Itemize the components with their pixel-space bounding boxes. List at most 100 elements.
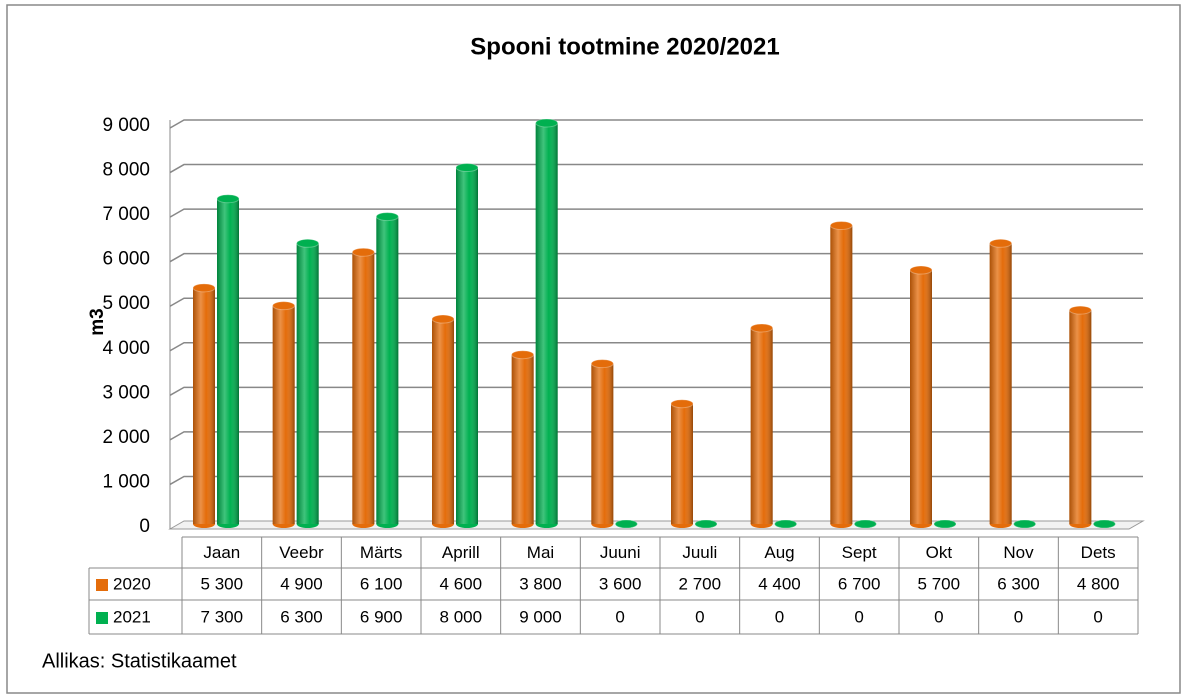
bar-top [1068,305,1092,315]
y-tick-label: 5 000 [102,293,150,314]
bar-top [590,359,614,369]
bar-shade [535,123,558,524]
bar-top [511,350,535,360]
bar-shade [456,167,478,525]
legend-label: 2021 [113,607,151,626]
bar-shade [272,305,295,524]
y-tick-label: 2 000 [102,427,150,448]
grid-line [169,163,1143,174]
table-value: 0 [615,607,624,626]
bar-top [853,519,877,529]
bar-top [670,399,694,409]
x-tick-label: Juuni [600,543,641,562]
grid-line [169,342,1143,352]
bar-shade [432,319,454,524]
bar-shade [830,225,853,524]
bar-top [375,212,399,222]
table-value: 6 900 [360,607,403,626]
bar-top [750,323,774,333]
table-value: 0 [695,607,704,626]
x-tick-label: Aug [764,543,794,562]
floor [168,520,1145,530]
y-tick-label: 8 000 [102,160,150,181]
bar-top [535,118,559,128]
bar-top [296,238,320,248]
bar-shade [376,216,399,525]
grid-line [169,252,1143,263]
table-value: 0 [775,607,784,626]
bar-shade [750,327,773,524]
table-value: 4 800 [1077,574,1120,593]
x-tick-label: Juuli [682,543,717,562]
bar-top [989,238,1013,248]
bar-top [909,265,933,275]
legend-key [96,612,108,624]
x-tick-label: Jaan [203,543,240,562]
bar-shade [989,243,1012,525]
x-tick-label: Dets [1081,543,1116,562]
bar-top [829,220,853,230]
table-value: 4 600 [440,574,483,593]
bar-shade [1069,310,1092,524]
table-value: 5 700 [918,574,961,593]
table-value: 3 600 [599,574,642,593]
table-value: 8 000 [440,607,483,626]
grid-line [169,208,1143,218]
table-value: 0 [1093,607,1102,626]
chart-title: Spooni tootmine 2020/2021 [470,33,779,60]
bar-top [351,247,375,257]
y-tick-label: 4 000 [102,338,150,359]
bar-shade [352,252,375,524]
x-tick-label: Okt [926,543,953,562]
bar-top [1013,519,1037,529]
table-value: 3 800 [519,574,562,593]
bar-shade [511,354,534,524]
y-tick-label: 1 000 [102,471,150,492]
bar-top [431,314,455,324]
source: Allikas: Statistikaamet [42,650,237,672]
table-value: 9 000 [519,607,562,626]
bar-top [455,163,479,173]
y-axis-label: m3 [87,308,108,335]
table-value: 0 [934,607,943,626]
table-value: 6 700 [838,574,881,593]
bar-shade [296,243,319,525]
table-value: 6 100 [360,574,403,593]
grid-line [169,475,1143,486]
x-tick-label: Märts [360,543,403,562]
y-tick-label: 0 [139,516,150,537]
table-value: 0 [854,607,863,626]
grid-line [169,386,1143,396]
x-tick-label: Mai [527,543,554,562]
bar-top [216,194,240,204]
legend-key [96,579,108,591]
bar-top [774,519,798,529]
table-value: 6 300 [997,574,1040,593]
grid-line [169,297,1143,307]
bar-top [933,519,957,529]
bar-shade [671,403,693,524]
bar-shade [591,363,614,524]
table-value: 7 300 [201,607,244,626]
bar-shade [217,198,239,524]
y-tick-label: 9 000 [102,115,150,136]
table-value: 0 [1014,607,1023,626]
x-tick-label: Veebr [279,543,324,562]
grid-line [169,119,1143,129]
y-tick-label: 7 000 [102,204,150,225]
y-tick-label: 6 000 [102,249,150,270]
bar-top [1092,519,1116,529]
table-value: 5 300 [201,574,244,593]
bar-shade [910,270,932,524]
x-tick-label: Sept [842,543,877,562]
bar-top [192,283,216,293]
bar-shade [193,287,215,524]
table-value: 4 900 [280,574,323,593]
bar-top [272,301,296,311]
table-value: 4 400 [758,574,801,593]
y-tick-label: 3 000 [102,382,150,403]
grid-line [169,431,1143,441]
legend-label: 2020 [113,574,151,593]
x-tick-label: Nov [1003,543,1034,562]
